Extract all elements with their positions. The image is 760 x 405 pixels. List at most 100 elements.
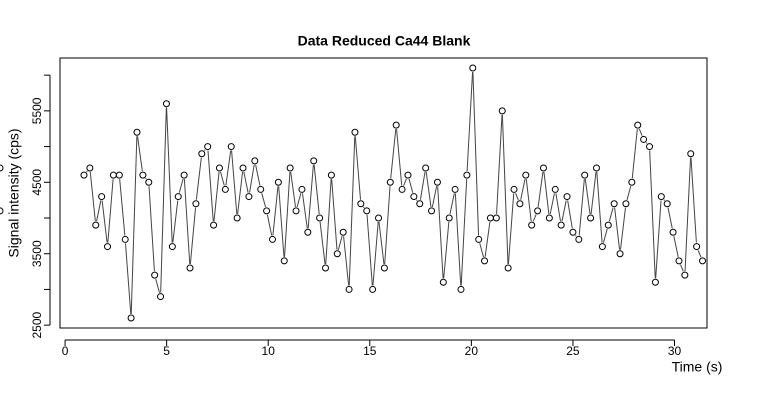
data-point xyxy=(92,221,100,229)
line-segment xyxy=(313,164,320,215)
line-segment xyxy=(363,206,365,209)
data-point xyxy=(298,185,306,193)
data-point xyxy=(433,178,441,186)
line-segment xyxy=(307,164,314,229)
data-point xyxy=(510,185,518,193)
data-point xyxy=(457,285,465,293)
data-point xyxy=(428,207,436,215)
data-point xyxy=(127,314,135,322)
data-point xyxy=(251,157,259,165)
data-point xyxy=(498,107,506,115)
line-segment xyxy=(348,136,356,286)
line-segment xyxy=(372,221,379,286)
data-point xyxy=(351,128,359,136)
line-segment xyxy=(631,129,638,179)
data-point xyxy=(286,164,294,172)
data-point xyxy=(162,100,170,108)
line-segment xyxy=(203,149,206,151)
data-point xyxy=(539,164,547,172)
line-segment xyxy=(575,235,577,237)
x-tick-label: 10 xyxy=(262,344,276,358)
line-segment xyxy=(561,200,567,222)
line-segment xyxy=(301,193,308,229)
data-point xyxy=(115,171,123,179)
line-segment xyxy=(86,170,88,173)
data-point xyxy=(604,221,612,229)
data-point xyxy=(274,178,282,186)
data-point xyxy=(581,171,589,179)
data-point xyxy=(239,164,247,172)
data-point xyxy=(616,250,624,258)
line-segment xyxy=(602,228,608,243)
line-segment xyxy=(525,179,532,222)
line-segment xyxy=(319,221,326,265)
line-segment xyxy=(555,193,561,222)
line-segment xyxy=(673,236,679,258)
line-segment xyxy=(183,179,191,265)
data-point xyxy=(598,243,606,251)
line-segment xyxy=(567,200,573,229)
line-segment xyxy=(479,243,484,258)
line-segment xyxy=(626,186,632,200)
line-segment xyxy=(649,150,656,279)
data-point xyxy=(192,200,200,208)
line-segment xyxy=(396,129,403,186)
line-segment xyxy=(278,186,285,257)
line-segment xyxy=(584,179,591,215)
data-point xyxy=(151,271,159,279)
x-tick-label: 20 xyxy=(465,344,479,358)
data-point xyxy=(416,200,424,208)
data-point xyxy=(451,185,459,193)
line-segment xyxy=(501,114,509,265)
data-point xyxy=(492,214,500,222)
data-point xyxy=(545,214,553,222)
data-point xyxy=(280,257,288,265)
line-segment xyxy=(343,236,350,286)
line-segment xyxy=(166,107,173,243)
line-segment xyxy=(416,199,418,201)
line-segment xyxy=(225,150,232,186)
data-point xyxy=(646,143,654,151)
line-segment xyxy=(237,171,244,215)
data-point xyxy=(475,235,483,243)
data-point xyxy=(227,143,235,151)
data-point xyxy=(569,228,577,236)
data-point xyxy=(198,150,206,158)
line-segment xyxy=(231,150,238,215)
line-segment xyxy=(261,193,267,208)
line-segment xyxy=(419,171,426,200)
data-point xyxy=(157,293,165,301)
line-segment xyxy=(145,177,147,180)
data-point xyxy=(345,285,353,293)
line-segment xyxy=(614,207,621,250)
x-tick-label: 25 xyxy=(566,344,580,358)
line-segment xyxy=(543,171,550,215)
line-segment xyxy=(195,157,202,200)
line-segment xyxy=(189,207,197,265)
line-segment xyxy=(207,150,214,222)
data-point xyxy=(528,221,536,229)
data-point xyxy=(0,164,4,172)
line-segment xyxy=(549,193,555,215)
line-segment xyxy=(130,136,138,315)
line-segment xyxy=(484,221,491,257)
plot-box xyxy=(59,57,708,329)
line-segment xyxy=(155,278,160,293)
data-point xyxy=(327,171,335,179)
data-point xyxy=(245,193,253,201)
y-tick-label: 5500 xyxy=(30,97,44,124)
data-point xyxy=(145,178,153,186)
line-segment xyxy=(284,171,291,257)
line-segment xyxy=(178,178,184,193)
data-point xyxy=(174,193,182,201)
data-point xyxy=(322,264,330,272)
data-point xyxy=(80,171,88,179)
line-segment xyxy=(507,193,515,265)
data-point xyxy=(481,257,489,265)
line-segment xyxy=(125,243,132,315)
data-point xyxy=(221,185,229,193)
data-point xyxy=(339,228,347,236)
line-segment xyxy=(645,142,648,144)
